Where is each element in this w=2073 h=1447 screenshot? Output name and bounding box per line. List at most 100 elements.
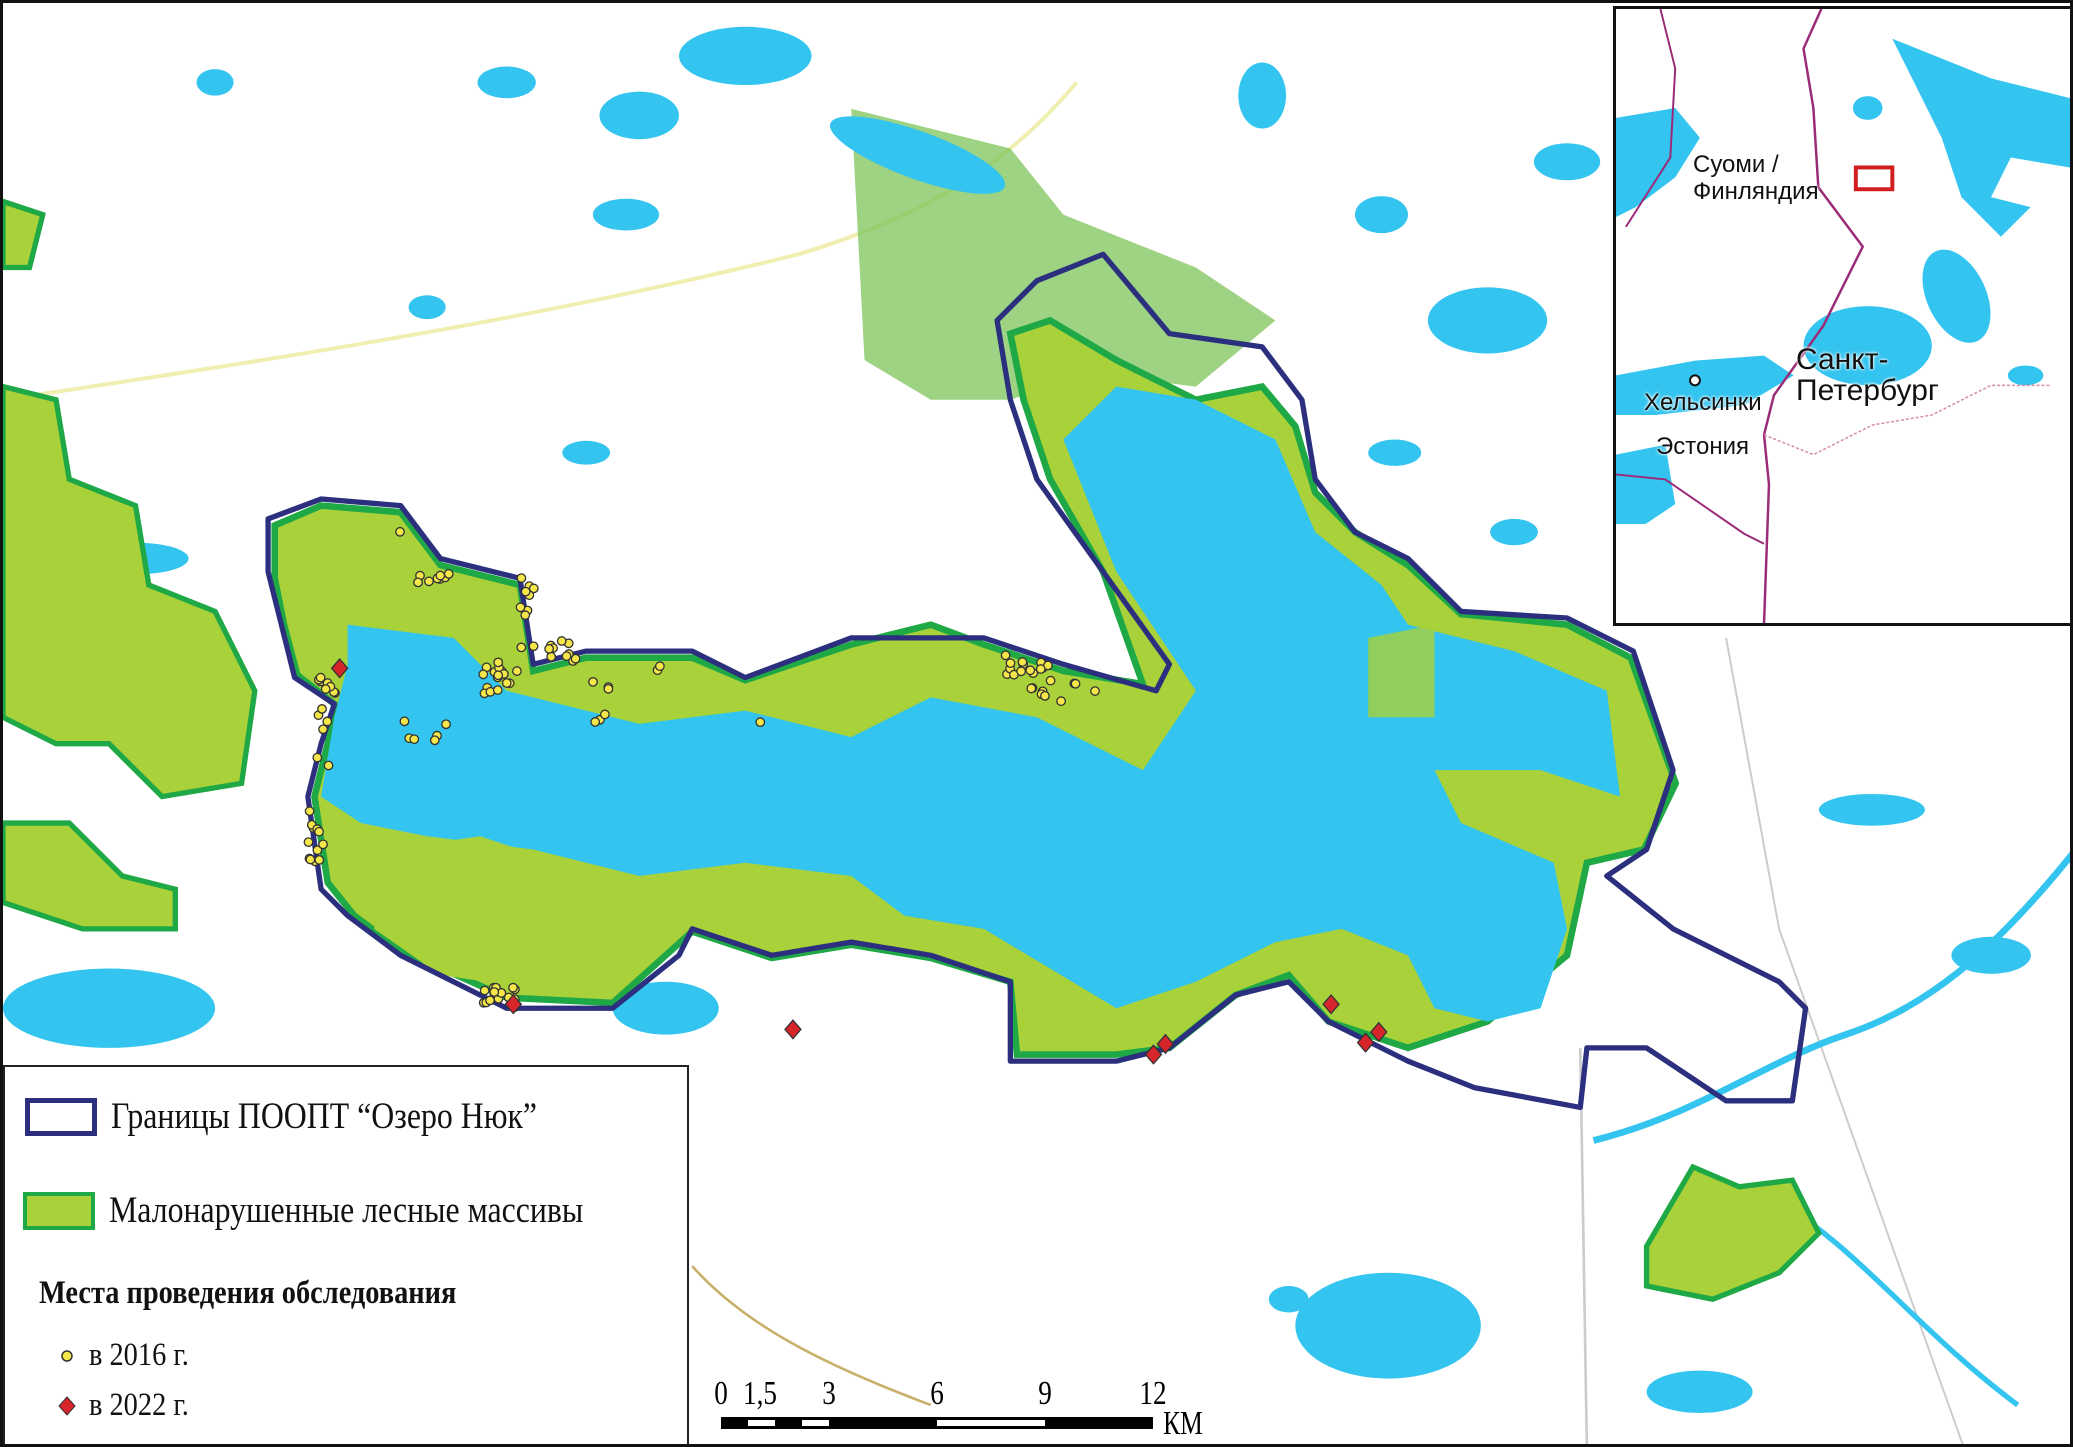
study-area-frame [1853,165,1895,192]
survey-point-2016 [1017,657,1028,667]
survey-point-2016 [395,526,405,537]
survey-point-2016 [520,610,531,621]
survey-point-2016 [485,995,495,1006]
survey-point-2022 [1356,1032,1375,1053]
survey-point-2016 [312,845,323,856]
forest-island [1368,624,1435,718]
survey-point-2022 [330,658,349,679]
survey-point-2016 [1040,690,1050,701]
survey-point-2016 [1025,665,1036,676]
survey-point-2016 [544,643,555,654]
survey-point-2016 [314,855,325,865]
border-line [1616,473,1765,545]
inset-map: Суоми / Финляндия Санкт- Петербург Хельс… [1613,6,2070,626]
survey-point-2016 [755,717,766,728]
forest-swatch [23,1191,95,1230]
scale-bar: 0 1,5 3 6 9 12 КМ [714,1375,1235,1444]
red-diamond-icon [58,1395,76,1416]
survey-point-2016 [570,653,581,664]
survey-point-2016 [489,987,500,997]
label-spb: Санкт- Петербург [1796,344,1939,406]
survey-point-2016 [303,837,314,848]
survey-point-2016 [515,602,526,613]
scale-bar-graphic [721,1417,1153,1429]
legend: Границы ПООПТ “Озеро Нюк” Малонарушенные… [3,1065,689,1444]
helsinki-marker [1689,374,1701,387]
legend-forest-label: Малонарушенные лесные массивы [109,1190,584,1231]
survey-points-2016 [303,526,1100,1013]
survey-point-2016 [479,985,490,996]
survey-point-2016 [1035,664,1046,674]
legend-item-boundary: Границы ПООПТ “Озеро Нюк” [25,1095,606,1138]
survey-point-2016 [1026,683,1037,694]
yellow-dot-icon [61,1349,73,1362]
survey-point-2016 [492,685,503,695]
survey-point-2016 [305,854,316,865]
survey-point-2016 [323,760,334,771]
survey-point-2022 [1322,993,1340,1015]
scale-tick-label: 9 [1038,1375,1052,1412]
label-helsinki: Хельсинки [1644,389,1762,416]
road [1578,1047,1589,1444]
survey-point-2016 [561,651,572,662]
survey-point-2016 [315,672,326,683]
survey-point-2016 [516,573,527,583]
lake-nyuk [321,386,1621,1022]
survey-point-2016 [556,636,567,646]
survey-point-2016 [1090,686,1100,696]
border-line [1762,9,1865,623]
survey-point-2016 [441,719,451,730]
survey-point-2022 [504,993,523,1015]
survey-point-2016 [443,568,454,579]
survey-point-2016 [318,839,328,850]
survey-point-2016 [399,716,410,727]
label-estonia: Эстония [1656,433,1749,460]
survey-point-2016 [318,724,328,735]
survey-point-2022 [1369,1021,1388,1043]
survey-point-2016 [528,641,539,652]
survey-point-2016 [1056,696,1066,707]
survey-point-2016 [493,670,504,681]
survey-point-2016 [413,577,423,588]
legend-item-2022: в 2022 г. [57,1387,205,1424]
survey-point-2016 [409,734,420,745]
label-finland: Суоми / Финляндия [1693,151,1819,205]
survey-point-2016 [312,752,323,763]
survey-point-2016 [322,716,333,727]
label-spb-line2: Петербург [1796,374,1939,407]
scale-tick-label: 0 [714,1375,728,1412]
survey-point-2016 [320,684,331,694]
legend-boundary-label: Границы ПООПТ “Озеро Нюк” [111,1096,538,1137]
forest-island [374,836,587,989]
survey-point-2016 [501,678,512,688]
survey-point-2016 [1000,650,1011,661]
survey-point-2016 [304,806,315,817]
survey-point-2016 [1005,658,1016,669]
label-finland-line1: Суоми / [1693,151,1779,178]
forest-areas [3,198,1823,1302]
survey-point-2016 [528,583,539,594]
survey-point-2016 [1070,678,1081,689]
survey-point-2016 [516,642,527,653]
legend-2016-label: в 2016 г. [89,1337,189,1373]
survey-point-2016 [424,576,434,587]
survey-point-2022 [1156,1033,1175,1055]
scale-tick-label: 6 [930,1375,944,1412]
survey-point-2016 [512,666,522,676]
survey-point-2016 [590,717,601,727]
main-map [3,26,2070,1444]
scale-unit: КМ [1163,1405,1203,1442]
border-line [1625,9,1677,228]
scale-tick-label: 1,5 [743,1375,777,1412]
protected-area-boundary [265,251,1809,1111]
river [1592,851,2070,1144]
road [691,1265,932,1407]
survey-point-2016 [588,676,598,687]
survey-point-2016 [435,570,446,581]
survey-point-2016 [520,586,531,597]
survey-point-2016 [546,651,557,662]
label-finland-line2: Финляндия [1693,178,1819,205]
survey-points-2022 [330,658,1388,1065]
survey-point-2022 [1144,1044,1163,1065]
